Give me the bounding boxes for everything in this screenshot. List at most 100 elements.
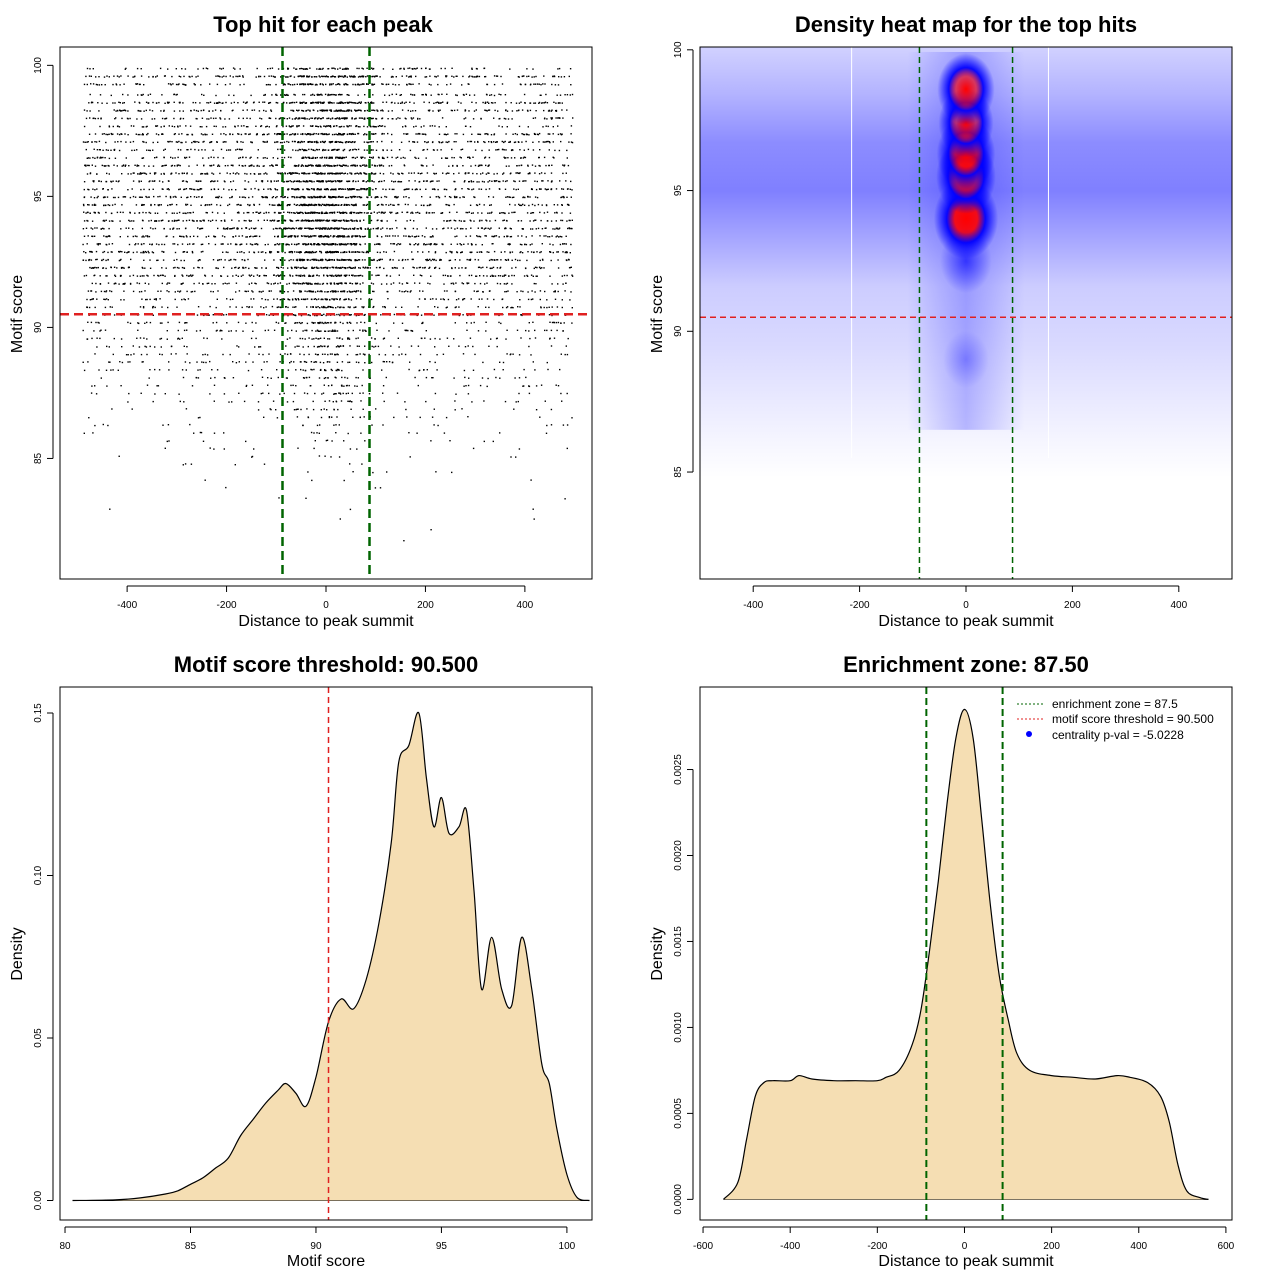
scatter-point <box>403 196 405 198</box>
scatter-point <box>449 250 451 253</box>
scatter-point <box>540 251 542 253</box>
scatter-point <box>481 227 483 229</box>
scatter-point <box>521 235 523 237</box>
scatter-point <box>248 219 250 222</box>
scatter-point <box>118 259 121 262</box>
scatter-point <box>293 180 296 182</box>
scatter-point <box>145 109 147 112</box>
scatter-point <box>383 251 385 253</box>
scatter-point <box>329 118 332 120</box>
scatter-point <box>132 140 135 143</box>
scatter-point <box>275 117 277 120</box>
scatter-point <box>319 109 321 112</box>
scatter-point <box>118 76 120 78</box>
scatter-point <box>363 251 365 254</box>
scatter-point <box>298 117 301 119</box>
scatter-point <box>336 243 338 246</box>
scatter-point <box>293 76 296 78</box>
scatter-point <box>419 133 421 135</box>
scatter-point <box>509 203 511 206</box>
scatter-point <box>356 235 358 237</box>
scatter-point <box>319 83 322 85</box>
scatter-point <box>478 75 481 78</box>
scatter-point <box>459 196 461 199</box>
scatter-point <box>341 157 343 160</box>
scatter-point <box>131 220 133 222</box>
scatter-point <box>415 157 417 159</box>
scatter-point <box>115 180 117 182</box>
scatter-point <box>411 188 414 191</box>
scatter-point <box>370 156 372 159</box>
scatter-point <box>414 236 417 238</box>
scatter-point <box>86 243 88 245</box>
scatter-point <box>565 251 567 253</box>
scatter-point <box>94 212 96 214</box>
scatter-point <box>258 203 261 206</box>
scatter-point <box>539 149 541 151</box>
scatter-point <box>562 251 564 253</box>
scatter-point <box>521 75 523 78</box>
scatter-point <box>504 227 506 230</box>
scatter-point <box>484 76 486 78</box>
scatter-point <box>82 203 85 206</box>
scatter-point <box>356 196 358 198</box>
scatter-point <box>523 204 526 206</box>
scatter-point <box>314 196 316 199</box>
scatter-point <box>337 236 339 238</box>
scatter-point <box>563 196 565 198</box>
scatter-point <box>125 164 127 166</box>
scatter-point <box>338 195 340 198</box>
scatter-point <box>178 219 180 221</box>
scatter-point <box>306 165 309 167</box>
scatter-point <box>335 149 338 151</box>
scatter-point <box>390 172 392 174</box>
scatter-point <box>477 165 480 167</box>
scatter-point <box>198 141 200 143</box>
scatter-point <box>252 235 254 238</box>
scatter-point <box>217 212 219 214</box>
scatter-point <box>143 141 145 143</box>
scatter-point <box>355 84 357 86</box>
scatter-point <box>494 109 496 112</box>
scatter-point <box>325 125 327 127</box>
scatter-point <box>99 243 101 245</box>
scatter-point <box>405 133 407 135</box>
scatter-point <box>220 243 222 245</box>
scatter-point <box>558 67 561 70</box>
scatter-point <box>198 196 200 198</box>
scatter-point <box>358 101 361 103</box>
scatter-point <box>244 196 247 199</box>
scatter-point <box>463 181 466 183</box>
scatter-point <box>435 259 437 262</box>
scatter-point <box>505 196 507 198</box>
scatter-point <box>284 228 287 230</box>
scatter-point <box>292 149 294 151</box>
scatter-point <box>423 125 425 127</box>
scatter-point <box>283 149 286 151</box>
scatter-point <box>98 212 100 214</box>
scatter-point <box>140 75 143 77</box>
scatter-point <box>321 156 323 158</box>
scatter-point <box>390 164 393 167</box>
scatter-point <box>505 118 507 120</box>
scatter-point <box>273 76 276 78</box>
scatter-point <box>478 133 480 135</box>
scatter-point <box>121 251 123 253</box>
scatter-point <box>538 173 541 175</box>
scatter-point <box>327 172 329 175</box>
scatter-point <box>501 140 503 143</box>
scatter-point <box>170 156 172 159</box>
scatter-point <box>335 84 337 86</box>
scatter-point <box>206 133 208 136</box>
scatter-point <box>162 165 164 167</box>
scatter-point <box>193 235 195 237</box>
scatter-point <box>214 236 217 238</box>
scatter-point <box>146 196 148 199</box>
scatter-point <box>307 196 309 198</box>
scatter-point <box>367 227 369 229</box>
scatter-point <box>379 125 381 127</box>
scatter-point <box>140 180 142 182</box>
scatter-point <box>341 75 343 77</box>
scatter-point <box>293 228 295 230</box>
scatter-point <box>283 117 286 120</box>
